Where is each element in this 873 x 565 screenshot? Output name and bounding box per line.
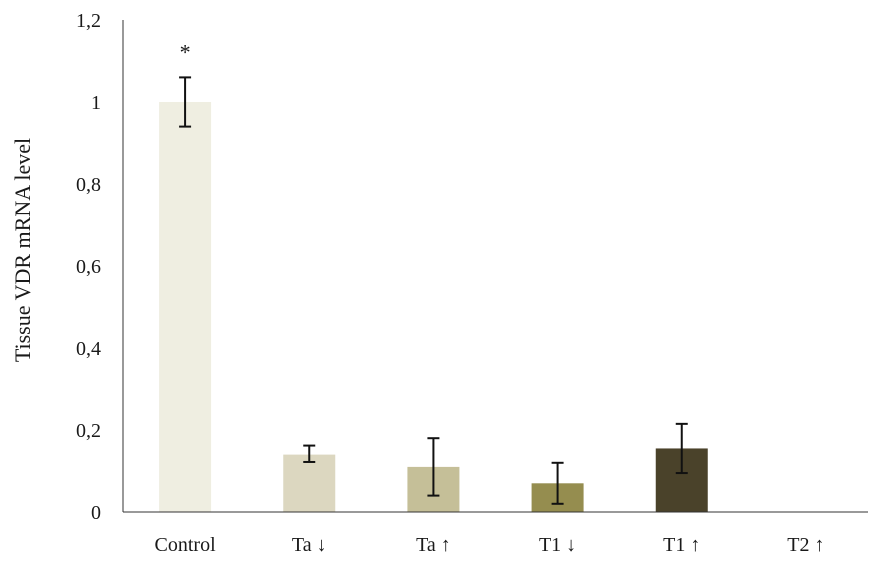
y-tick-label: 0,2	[76, 420, 101, 442]
error-bar	[303, 444, 316, 463]
error-bar	[427, 437, 440, 497]
x-tick-label: T1 ↑	[663, 534, 700, 556]
x-axis: Control Ta ↓ Ta ↑ T1 ↓ T1 ↑ T2 ↑	[123, 511, 868, 556]
y-tick-label: 1,2	[76, 10, 101, 32]
y-tick-label: 0,4	[76, 338, 101, 360]
x-tick-label: T2 ↑	[787, 534, 824, 556]
x-tick-label: Ta ↓	[292, 534, 327, 556]
bar	[283, 454, 336, 512]
bar	[159, 102, 212, 512]
significance-marker: *	[180, 39, 191, 64]
annotations: *	[180, 39, 191, 64]
error-bar	[179, 76, 192, 128]
y-tick-label: 0,6	[76, 256, 101, 278]
y-axis: 0 0,2 0,4 0,6 0,8 1 1,2	[76, 10, 124, 524]
x-tick-label: Control	[155, 534, 217, 556]
y-tick-label: 0,8	[76, 174, 101, 196]
error-bars	[179, 76, 688, 505]
y-tick-label: 1	[91, 92, 101, 114]
y-axis-title: Tissue VDR mRNA level	[10, 138, 35, 362]
x-tick-label: Ta ↑	[416, 534, 451, 556]
x-tick-label: T1 ↓	[539, 534, 576, 556]
error-bar	[551, 461, 564, 505]
y-tick-label: 0	[91, 502, 101, 524]
error-bar	[675, 422, 688, 475]
